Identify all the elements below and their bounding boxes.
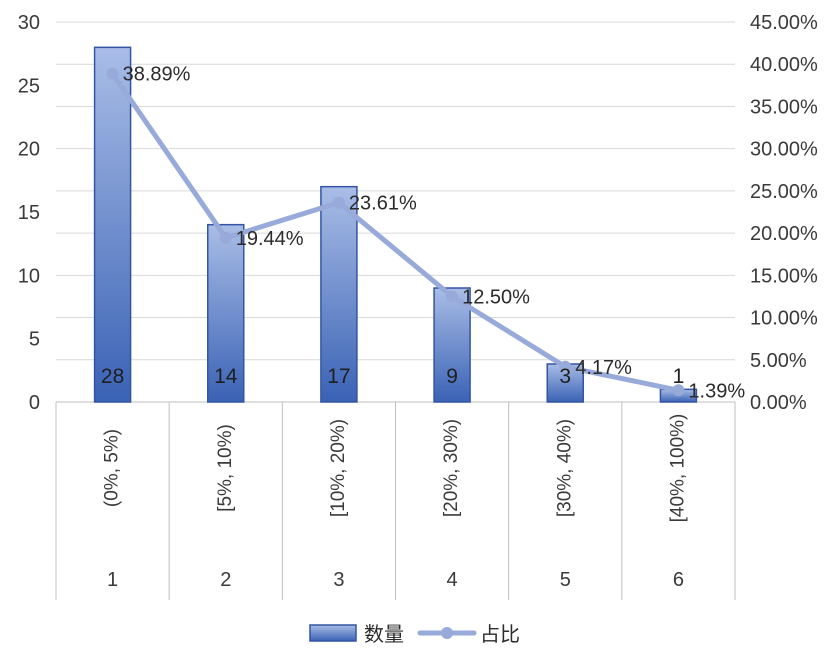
line-value-label: 38.89% bbox=[123, 64, 191, 86]
left-axis-tick-label: 20 bbox=[18, 139, 40, 161]
axes: 0.00% 5.00% 10.00% 15.00% 20.00% 25.00% 30.00%… bbox=[18, 12, 818, 600]
group-label: 2 bbox=[220, 569, 231, 591]
bar-value-label: 17 bbox=[327, 365, 350, 388]
right-axis-tick-label: 30.00% bbox=[750, 139, 818, 161]
legend-label-line: 占比 bbox=[480, 622, 520, 646]
category-label: [40%, 100%) bbox=[667, 414, 688, 523]
bar-value-label: 3 bbox=[559, 365, 571, 388]
right-axis-tick-label: 0.00% bbox=[750, 392, 807, 414]
left-axis-tick-label: 5 bbox=[29, 329, 40, 351]
percentage-line bbox=[110, 71, 681, 393]
group-label: 6 bbox=[673, 569, 684, 591]
gridlines bbox=[56, 21, 735, 361]
line-point bbox=[332, 196, 345, 209]
line-value-label: 4.17% bbox=[575, 357, 632, 379]
category-label: (0%, 5%) bbox=[102, 429, 123, 507]
line-value-label: 12.50% bbox=[462, 286, 530, 308]
line-point bbox=[446, 290, 459, 303]
bar bbox=[93, 46, 132, 403]
bar bbox=[433, 287, 471, 403]
left-axis-tick-label: 0 bbox=[29, 392, 40, 414]
legend: 数量 占比 bbox=[309, 622, 520, 646]
right-axis-tick-label: 5.00% bbox=[750, 350, 807, 372]
right-axis-tick-label: 40.00% bbox=[750, 54, 818, 76]
group-label: 1 bbox=[107, 569, 118, 591]
category-axis: (0%, 5%) 1 [5%, 10%) 2 [10%, 20%) 3 [20%, 30%)… bbox=[102, 414, 689, 591]
group-label: 3 bbox=[333, 569, 344, 591]
line-point bbox=[219, 231, 232, 244]
left-axis-tick-label: 25 bbox=[18, 75, 40, 97]
category-label: [30%, 40%) bbox=[554, 419, 575, 517]
group-label: 5 bbox=[560, 569, 571, 591]
bar-value-label: 28 bbox=[101, 365, 124, 388]
line-value-label: 23.61% bbox=[349, 193, 417, 215]
right-axis-tick-label: 45.00% bbox=[750, 12, 818, 34]
right-axis-tick-label: 35.00% bbox=[750, 96, 818, 118]
legend-swatch-bar bbox=[309, 624, 357, 642]
category-label: [5%, 10%) bbox=[215, 424, 236, 512]
legend-label-bar: 数量 bbox=[364, 622, 404, 646]
line-value-label: 1.39% bbox=[688, 380, 745, 402]
right-axis-tick-label: 10.00% bbox=[750, 308, 818, 330]
line-series bbox=[106, 67, 685, 397]
bar-series bbox=[93, 46, 698, 403]
bar-value-label: 1 bbox=[673, 365, 685, 388]
left-axis-tick-label: 10 bbox=[18, 265, 40, 287]
category-label: [10%, 20%) bbox=[328, 419, 349, 517]
right-axis-tick-label: 15.00% bbox=[750, 265, 818, 287]
group-label: 4 bbox=[447, 569, 458, 591]
left-axis-tick-label: 15 bbox=[18, 202, 40, 224]
line-value-label: 19.44% bbox=[236, 228, 304, 250]
bar-value-label: 14 bbox=[214, 365, 238, 388]
right-axis-tick-label: 20.00% bbox=[750, 223, 818, 245]
left-axis-tick-label: 30 bbox=[18, 12, 40, 34]
category-label: [20%, 30%) bbox=[441, 419, 462, 517]
line-point bbox=[559, 360, 572, 373]
bar bbox=[320, 185, 358, 403]
line-point bbox=[672, 384, 685, 397]
legend-marker-line bbox=[441, 627, 453, 639]
right-axis-tick-label: 25.00% bbox=[750, 181, 818, 203]
data-labels: 28 14 17 9 3 1 38.89% 19.44% 23.61% 12.50% 4.17% 1.… bbox=[101, 64, 745, 403]
line-point bbox=[106, 67, 119, 80]
bar-value-label: 9 bbox=[446, 365, 458, 388]
bar bbox=[207, 223, 245, 403]
